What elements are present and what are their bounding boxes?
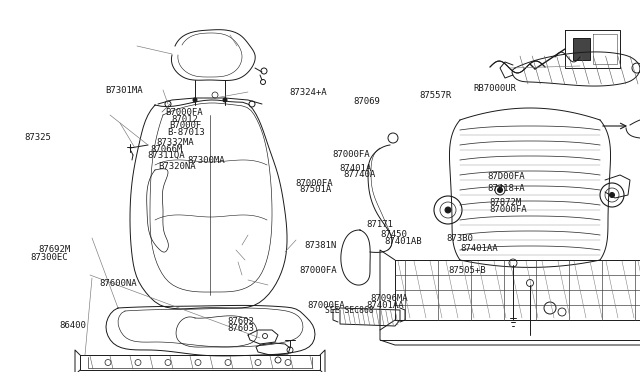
Text: 87872M: 87872M bbox=[490, 198, 522, 207]
Text: 87000FA: 87000FA bbox=[490, 205, 527, 214]
Text: 87418+A: 87418+A bbox=[488, 184, 525, 193]
Text: B7320NA: B7320NA bbox=[159, 162, 196, 171]
Text: 87069: 87069 bbox=[353, 97, 380, 106]
Text: 87401AB: 87401AB bbox=[384, 237, 422, 246]
Text: 87600NA: 87600NA bbox=[99, 279, 137, 288]
Text: 87381N: 87381N bbox=[305, 241, 337, 250]
Text: 87450: 87450 bbox=[381, 230, 408, 239]
Text: 87311QA: 87311QA bbox=[147, 151, 185, 160]
Text: 87505+B: 87505+B bbox=[448, 266, 486, 275]
Text: 87000FA: 87000FA bbox=[307, 301, 345, 310]
Text: 87325: 87325 bbox=[24, 133, 51, 142]
Text: 87D00FA: 87D00FA bbox=[488, 172, 525, 181]
Text: 87603: 87603 bbox=[227, 324, 254, 333]
Text: 87012: 87012 bbox=[172, 115, 198, 124]
Text: B7000F: B7000F bbox=[170, 121, 202, 130]
Text: 87000FA: 87000FA bbox=[333, 150, 371, 158]
Text: RB7000UR: RB7000UR bbox=[474, 84, 516, 93]
Text: 87332MA: 87332MA bbox=[157, 138, 195, 147]
Text: 87300EC: 87300EC bbox=[31, 253, 68, 262]
Text: 87692M: 87692M bbox=[38, 246, 70, 254]
Circle shape bbox=[223, 98, 227, 102]
Text: 87066M: 87066M bbox=[150, 145, 182, 154]
Circle shape bbox=[609, 192, 614, 198]
Text: 87602: 87602 bbox=[227, 317, 254, 326]
Text: 87096MA: 87096MA bbox=[370, 294, 408, 303]
Text: 87401AA: 87401AA bbox=[366, 301, 404, 310]
Text: 87000FA: 87000FA bbox=[296, 179, 333, 187]
Circle shape bbox=[497, 187, 502, 192]
Text: 87300MA: 87300MA bbox=[187, 156, 225, 165]
Text: 87000FA: 87000FA bbox=[300, 266, 337, 275]
Circle shape bbox=[193, 98, 197, 102]
Text: 87324+A: 87324+A bbox=[289, 88, 327, 97]
Text: B7301MA: B7301MA bbox=[106, 86, 143, 95]
Text: B-87013: B-87013 bbox=[168, 128, 205, 137]
Text: 87171: 87171 bbox=[367, 220, 394, 229]
Circle shape bbox=[445, 207, 451, 213]
Text: 87501A: 87501A bbox=[300, 185, 332, 194]
Text: 87557R: 87557R bbox=[419, 91, 451, 100]
Polygon shape bbox=[573, 38, 590, 60]
Text: 873B0: 873B0 bbox=[447, 234, 474, 243]
Text: B7000FA: B7000FA bbox=[165, 108, 203, 117]
Text: 86400: 86400 bbox=[60, 321, 86, 330]
Text: 87401AA: 87401AA bbox=[461, 244, 499, 253]
Text: SEE SEC868: SEE SEC868 bbox=[325, 307, 374, 315]
Text: 87401A: 87401A bbox=[339, 164, 371, 173]
Text: 87740A: 87740A bbox=[343, 170, 375, 179]
